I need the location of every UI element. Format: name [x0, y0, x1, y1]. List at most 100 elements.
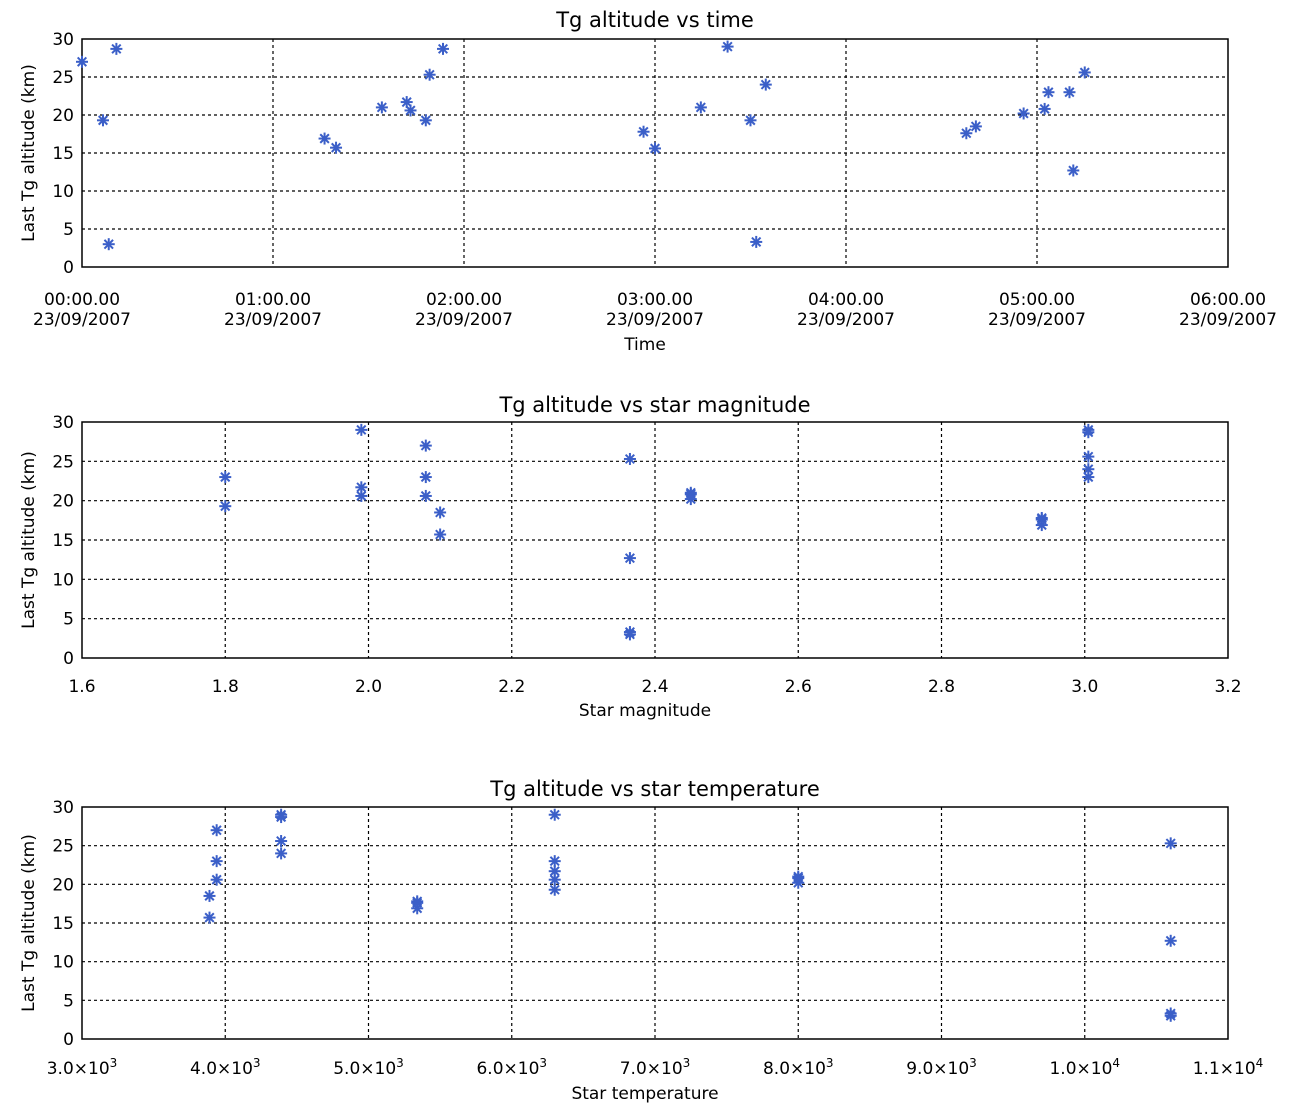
x-tick-mantissa: 6.0×10 [476, 1059, 539, 1079]
y-tick-label: 30 [52, 413, 74, 433]
data-point [1164, 1009, 1177, 1022]
y-tick-label: 0 [63, 258, 74, 278]
x-tick-label-date: 23/09/2007 [1179, 310, 1277, 330]
data-point [969, 120, 982, 133]
data-point [1082, 426, 1095, 439]
y-tick-label: 25 [52, 837, 74, 857]
data-point [203, 889, 216, 902]
x-axis-label: Star temperature [571, 1084, 718, 1104]
x-tick-label: 6.0×103 [476, 1056, 547, 1079]
x-tick-label-date: 23/09/2007 [988, 310, 1086, 330]
x-tick-label-date: 23/09/2007 [606, 310, 704, 330]
y-tick-label: 20 [52, 106, 74, 126]
x-tick-label: 7.0×103 [620, 1056, 691, 1079]
y-tick-label: 5 [63, 220, 74, 240]
data-point [1017, 107, 1030, 120]
data-point [102, 238, 115, 251]
data-point [275, 847, 288, 860]
data-point [97, 114, 110, 127]
x-tick-exponent: 3 [396, 1056, 404, 1070]
plot-frame [81, 38, 1229, 268]
data-point [436, 42, 449, 55]
x-tick-label: 2.4 [641, 677, 668, 697]
x-tick-label: 1.8 [212, 677, 239, 697]
y-axis-label: Last Tg altitude (km) [19, 834, 39, 1012]
data-point [419, 114, 432, 127]
data-point [623, 628, 636, 641]
data-point [792, 876, 805, 889]
plot-frame [81, 806, 1229, 1040]
y-tick-label: 15 [52, 531, 74, 551]
x-tick-mantissa: 8.0×10 [763, 1059, 826, 1079]
data-point [623, 452, 636, 465]
x-axis-label: Star magnitude [579, 701, 711, 721]
data-point [275, 835, 288, 848]
x-tick-mantissa: 3.0×10 [47, 1059, 110, 1079]
data-point [210, 824, 223, 837]
x-tick-label-date: 23/09/2007 [415, 310, 513, 330]
x-tick-exponent: 3 [683, 1056, 691, 1070]
chart-panel-2: Tg altitude vs star magnitude 0 5 10 15 20 25 3… [19, 393, 1242, 721]
data-point [1164, 837, 1177, 850]
x-tick-label: 2.8 [928, 677, 955, 697]
data-point [219, 471, 232, 484]
x-tick-exponent: 3 [539, 1056, 547, 1070]
data-point [960, 127, 973, 140]
x-tick-mantissa: 7.0×10 [620, 1059, 683, 1079]
data-point [694, 101, 707, 114]
y-tick-label: 10 [52, 953, 74, 973]
x-tick-label: 00:00.00 [44, 290, 120, 310]
x-tick-label: 2.2 [498, 677, 525, 697]
x-tick-mantissa: 9.0×10 [906, 1059, 969, 1079]
data-point [210, 855, 223, 868]
data-point [375, 101, 388, 114]
x-tick-label: 02:00.00 [426, 290, 502, 310]
chart-panel-3: Tg altitude vs star temperature 0 5 10 15 20 2… [19, 777, 1263, 1104]
y-tick-label: 20 [52, 492, 74, 512]
data-point [434, 506, 447, 519]
x-tick-label-date: 23/09/2007 [33, 310, 131, 330]
y-tick-label: 0 [63, 649, 74, 669]
data-point [1067, 164, 1080, 177]
data-point [1038, 102, 1051, 115]
x-tick-label: 01:00.00 [235, 290, 311, 310]
y-tick-label: 5 [63, 610, 74, 630]
chart-title: Tg altitude vs time [555, 8, 754, 32]
data-point [210, 873, 223, 886]
data-point [275, 811, 288, 824]
y-tick-label: 25 [52, 68, 74, 88]
data-point [419, 471, 432, 484]
x-tick-label: 5.0×103 [333, 1056, 404, 1079]
x-tick-label: 05:00.00 [999, 290, 1075, 310]
data-point [637, 125, 650, 138]
data-point [76, 55, 88, 68]
data-point [434, 528, 447, 541]
data-point [404, 104, 417, 117]
y-tick-label: 30 [52, 30, 74, 50]
y-tick-label: 30 [52, 798, 74, 818]
x-axis-label: Time [623, 335, 666, 355]
data-point [1063, 86, 1076, 99]
x-tick-mantissa: 4.0×10 [190, 1059, 253, 1079]
data-point [1082, 471, 1095, 484]
x-tick-label: 2.6 [785, 677, 812, 697]
y-tick-label: 0 [63, 1030, 74, 1050]
y-tick-label: 15 [52, 914, 74, 934]
data-point [219, 500, 232, 513]
data-point [419, 489, 432, 502]
x-tick-exponent: 4 [1112, 1056, 1120, 1070]
y-tick-label: 15 [52, 144, 74, 164]
y-tick-label: 25 [52, 452, 74, 472]
data-point [623, 552, 636, 565]
x-tick-label-date: 23/09/2007 [224, 310, 322, 330]
x-tick-label: 1.0×104 [1049, 1056, 1120, 1079]
x-tick-label: 03:00.00 [617, 290, 693, 310]
plot-frame [81, 421, 1229, 659]
x-tick-mantissa: 1.1×10 [1193, 1059, 1256, 1079]
x-tick-label: 9.0×103 [906, 1056, 977, 1079]
chart-panel-1: Tg altitude vs time05101520253000:00.002… [19, 8, 1277, 355]
x-tick-label: 3.0 [1071, 677, 1098, 697]
data-point [203, 911, 216, 924]
x-tick-label: 4.0×103 [190, 1056, 261, 1079]
data-point [411, 902, 424, 915]
